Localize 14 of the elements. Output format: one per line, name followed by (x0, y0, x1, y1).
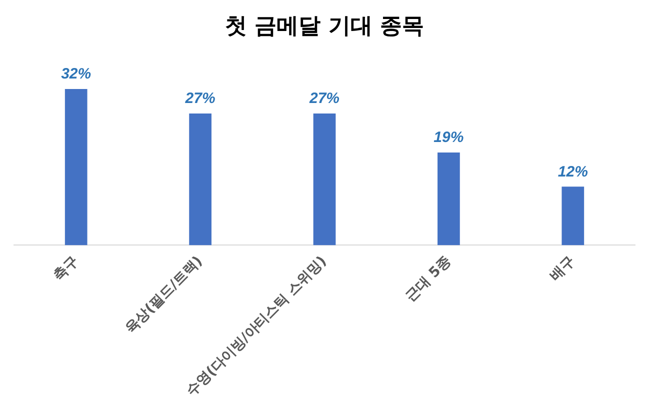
bar (64, 89, 88, 246)
x-tick-label: 축구 (50, 253, 82, 284)
data-label: 19% (434, 129, 464, 146)
bar (313, 113, 336, 246)
data-label: 32% (61, 66, 92, 83)
data-label: 12% (558, 163, 588, 180)
bar (189, 113, 212, 246)
data-label: 27% (184, 90, 216, 108)
bar (562, 186, 584, 246)
x-tick-label: 근대 5종 (402, 253, 454, 305)
data-label: 27% (308, 90, 340, 108)
chart-title: 첫 금메달 기대 종목 (225, 14, 424, 39)
x-tick-label: 배구 (547, 253, 578, 284)
bar (438, 152, 460, 246)
